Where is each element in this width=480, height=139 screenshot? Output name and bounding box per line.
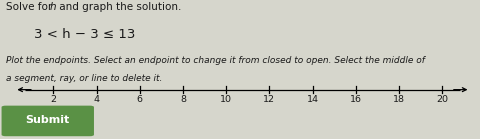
FancyBboxPatch shape — [1, 106, 94, 136]
Text: 8: 8 — [180, 95, 186, 104]
Text: 14: 14 — [307, 95, 319, 104]
Text: and graph the solution.: and graph the solution. — [56, 2, 181, 12]
Text: 3 < h − 3 ≤ 13: 3 < h − 3 ≤ 13 — [34, 28, 135, 41]
Text: 4: 4 — [94, 95, 99, 104]
Text: Plot the endpoints. Select an endpoint to change it from closed to open. Select : Plot the endpoints. Select an endpoint t… — [6, 56, 425, 65]
Text: Submit: Submit — [25, 115, 70, 125]
Text: 16: 16 — [350, 95, 362, 104]
Text: a segment, ray, or line to delete it.: a segment, ray, or line to delete it. — [6, 74, 162, 83]
Text: 6: 6 — [137, 95, 143, 104]
Text: 12: 12 — [264, 95, 276, 104]
Text: 20: 20 — [436, 95, 448, 104]
Text: 18: 18 — [393, 95, 405, 104]
Text: h: h — [50, 2, 57, 12]
Text: 2: 2 — [50, 95, 56, 104]
Text: 10: 10 — [220, 95, 232, 104]
Text: Solve for: Solve for — [6, 2, 55, 12]
